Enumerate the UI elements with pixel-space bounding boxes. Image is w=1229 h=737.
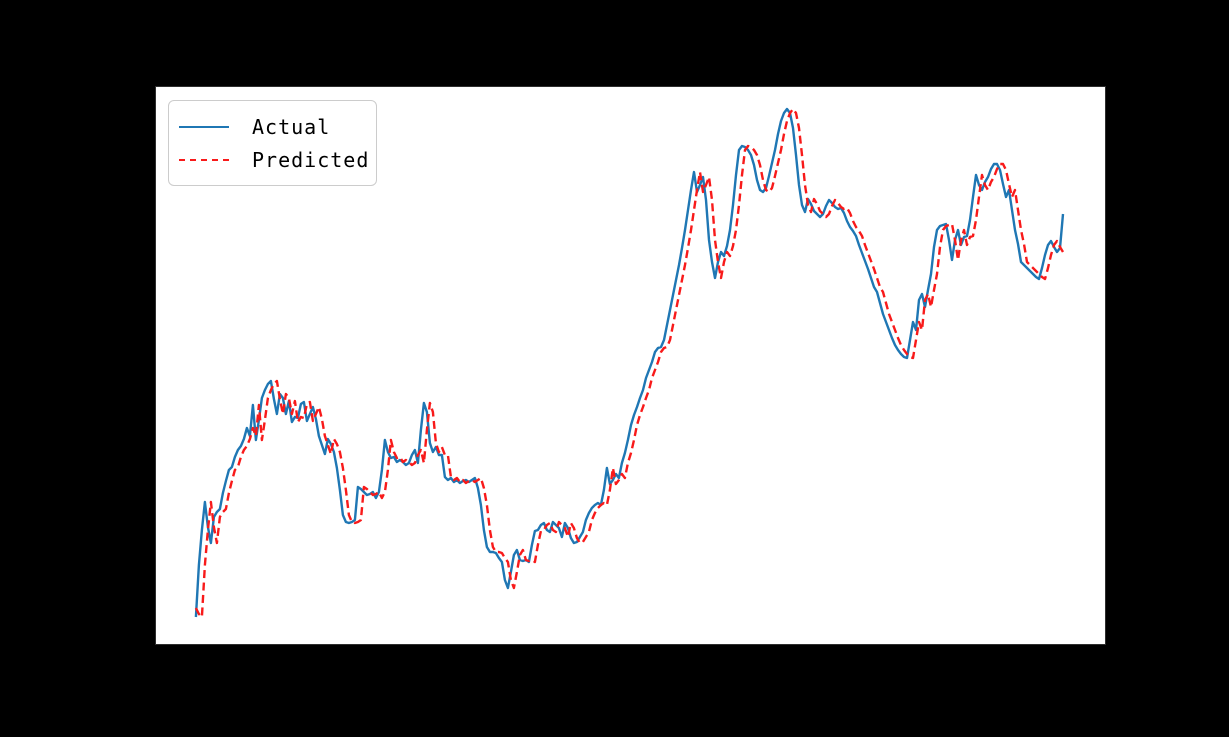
predicted-line-sample-icon — [179, 158, 229, 161]
legend-item-predicted: Predicted — [179, 143, 368, 176]
predicted-line — [194, 107, 1065, 619]
legend-item-actual: Actual — [179, 110, 364, 143]
actual-line-sample-icon — [179, 125, 229, 128]
chart-canvas — [194, 107, 1065, 619]
legend-label-predicted: Predicted — [252, 147, 370, 172]
legend-label-actual: Actual — [252, 114, 331, 139]
actual-line — [194, 107, 1065, 618]
plot-area: Actual Predicted — [156, 87, 1105, 644]
legend: Actual Predicted — [168, 100, 377, 186]
